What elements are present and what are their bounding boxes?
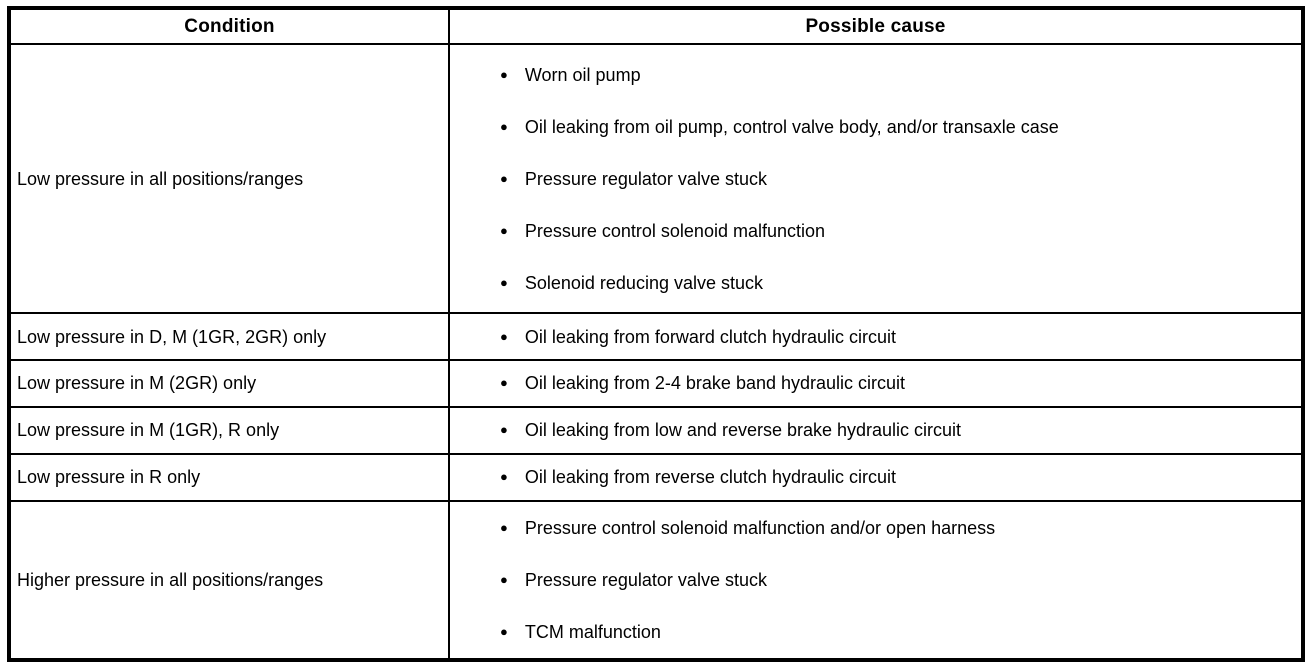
bullet-icon: ● [500,222,508,238]
cause-text: Oil leaking from reverse clutch hydrauli… [524,467,896,488]
cause-text: Pressure regulator valve stuck [524,569,767,590]
bullet-icon: ● [500,274,508,290]
bullet-icon: ● [500,328,508,344]
header-row: Condition Possible cause [8,7,1304,45]
possible-cause-cell: ● Oil leaking from 2-4 brake band hydraul… [448,359,1304,408]
bullet-icon: ● [500,170,508,186]
cause-item: ● Oil leaking from oil pump, control valv… [500,115,1291,139]
table-row: Higher pressure in all positions/ranges ●… [8,499,1304,662]
condition-cell: Low pressure in all positions/ranges [8,42,450,315]
table-row: Low pressure in all positions/ranges ● Wor… [8,42,1304,315]
bullet-icon: ● [500,66,508,82]
bullet-icon: ● [500,571,508,587]
condition-cell: Low pressure in M (1GR), R only [8,405,450,455]
table-header: Condition Possible cause [8,7,1304,45]
possible-cause-cell: ● Oil leaking from reverse clutch hydraul… [448,452,1304,502]
cause-text: Pressure control solenoid malfunction [524,220,826,241]
cause-item: ● Pressure control solenoid malfunction [500,219,1291,243]
cause-text: Worn oil pump [524,64,641,85]
table-row: Low pressure in M (1GR), R only ● Oil leak… [8,405,1304,455]
possible-cause-cell: ● Oil leaking from forward clutch hydraul… [448,312,1304,361]
cause-item: ● Pressure regulator valve stuck [500,568,1291,592]
cause-text: Pressure regulator valve stuck [524,168,767,189]
cause-text: Oil leaking from oil pump, control valve… [524,116,1059,137]
cause-item: ● Pressure control solenoid malfunction a… [500,516,1291,540]
cause-item: ● Oil leaking from 2-4 brake band hydraul… [500,371,1291,395]
cause-item: ● Oil leaking from reverse clutch hydraul… [500,465,1291,489]
cause-item: ● TCM malfunction [500,620,1291,644]
bullet-icon: ● [500,422,508,438]
condition-column-header: Condition [8,7,450,45]
possible-cause-cell: ● Oil leaking from low and reverse brake … [448,405,1304,455]
cause-item: ● Oil leaking from low and reverse brake … [500,418,1291,442]
bullet-icon: ● [500,469,508,485]
cause-item: ● Pressure regulator valve stuck [500,167,1291,191]
cause-text: TCM malfunction [524,621,661,642]
condition-cell: Low pressure in D, M (1GR, 2GR) only [8,312,450,361]
cause-text: Pressure control solenoid malfunction an… [524,517,996,538]
diagnostic-table: Condition Possible cause Low pressure in… [7,6,1305,662]
bullet-icon: ● [500,118,508,134]
cause-item: ● Oil leaking from forward clutch hydraul… [500,325,1291,349]
cause-list: ● Oil leaking from forward clutch hydraul… [500,325,1291,349]
possible-cause-cell: ● Worn oil pump ● Oil leaking from oil pump… [448,42,1304,315]
bullet-icon: ● [500,519,508,535]
cause-list: ● Worn oil pump ● Oil leaking from oil pump… [500,63,1291,295]
possible-cause-cell: ● Pressure control solenoid malfunction a… [448,499,1304,662]
bullet-icon: ● [500,623,508,639]
cause-list: ● Pressure control solenoid malfunction a… [500,516,1291,644]
table-row: Low pressure in D, M (1GR, 2GR) only ● Oil… [8,312,1304,361]
condition-cell: Low pressure in M (2GR) only [8,359,450,408]
cause-text: Oil leaking from low and reverse brake h… [524,420,962,441]
cause-list: ● Oil leaking from 2-4 brake band hydraul… [500,371,1291,395]
possible-cause-column-header: Possible cause [448,7,1304,45]
cause-list: ● Oil leaking from low and reverse brake … [500,418,1291,442]
table-row: Low pressure in R only ● Oil leaking from … [8,452,1304,502]
cause-item: ● Worn oil pump [500,63,1291,87]
cause-text: Oil leaking from 2-4 brake band hydrauli… [524,373,906,394]
cause-item: ● Solenoid reducing valve stuck [500,271,1291,295]
cause-text: Solenoid reducing valve stuck [524,272,763,293]
condition-cell: Higher pressure in all positions/ranges [8,499,450,662]
table-row: Low pressure in M (2GR) only ● Oil leaking… [8,359,1304,408]
bullet-icon: ● [500,375,508,391]
cause-text: Oil leaking from forward clutch hydrauli… [524,326,896,347]
table-body: Low pressure in all positions/ranges ● Wor… [8,42,1304,662]
condition-cell: Low pressure in R only [8,452,450,502]
cause-list: ● Oil leaking from reverse clutch hydraul… [500,465,1291,489]
